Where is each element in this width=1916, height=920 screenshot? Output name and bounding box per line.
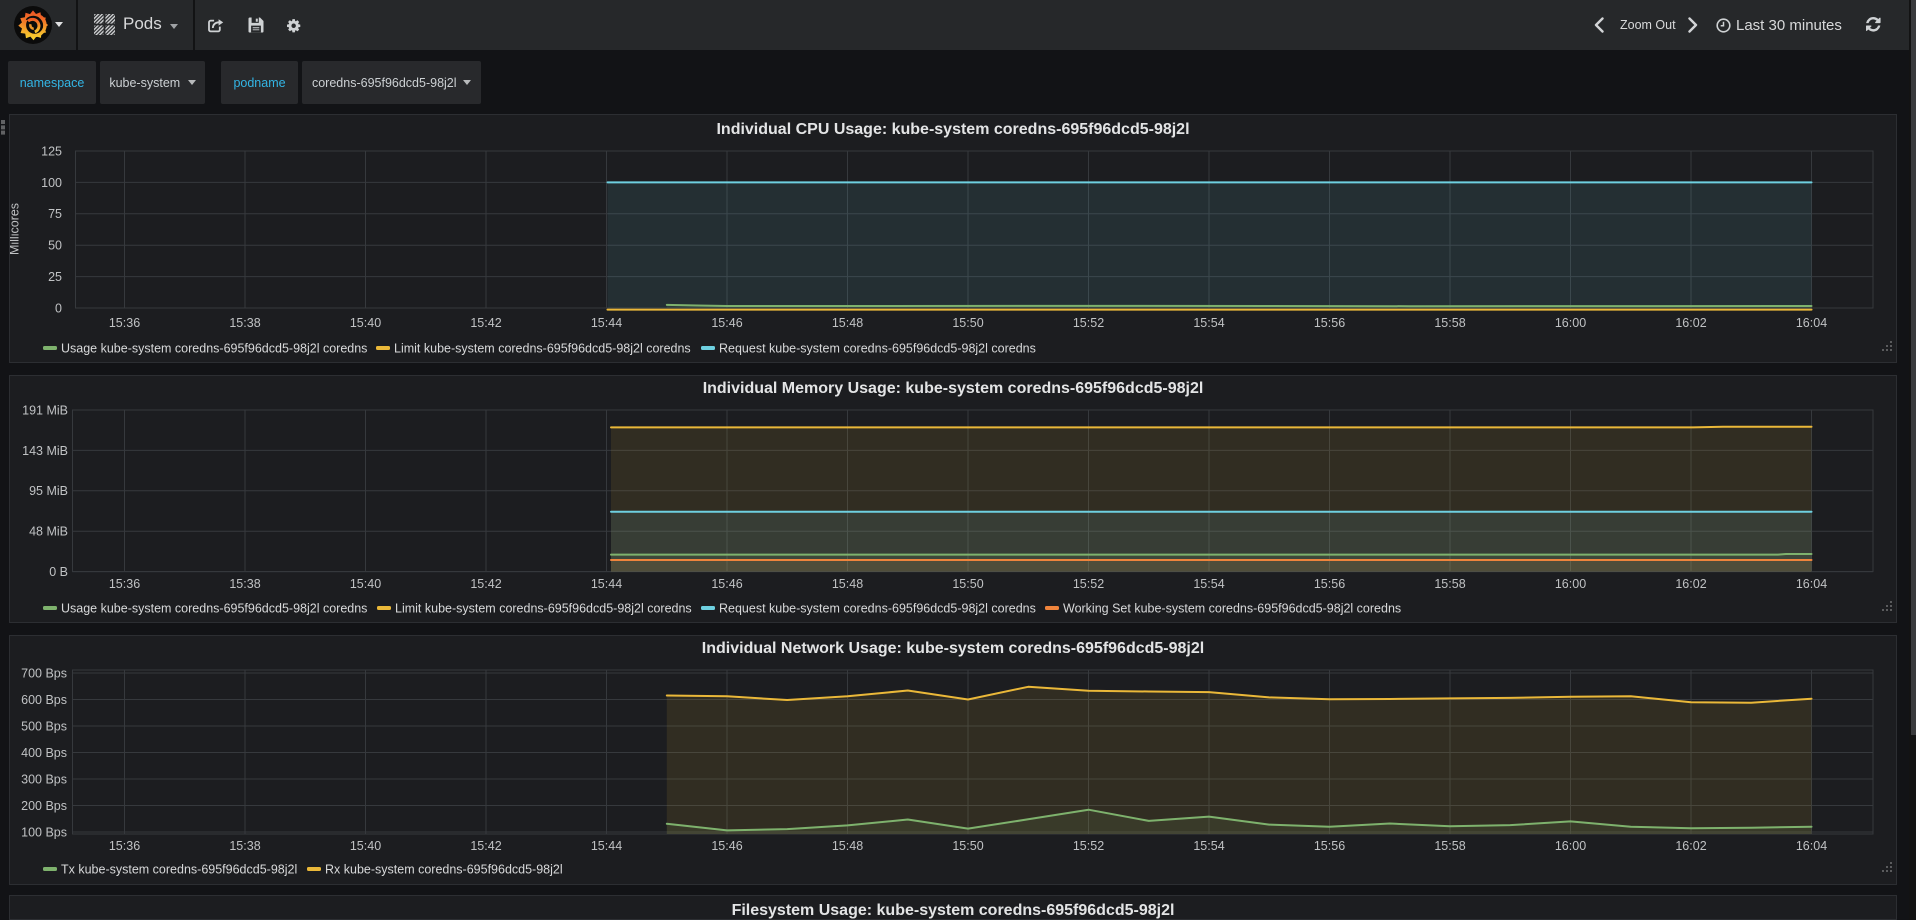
svg-text:15:54: 15:54 <box>1193 839 1224 853</box>
svg-text:15:58: 15:58 <box>1434 316 1465 330</box>
svg-text:143 MiB: 143 MiB <box>22 444 68 458</box>
svg-text:15:54: 15:54 <box>1193 316 1224 330</box>
svg-text:16:04: 16:04 <box>1796 839 1827 853</box>
svg-text:15:48: 15:48 <box>832 316 863 330</box>
svg-text:Limit kube-system coredns-695f: Limit kube-system coredns-695f96dcd5-98j… <box>395 602 692 616</box>
svg-text:500 Bps: 500 Bps <box>21 719 67 733</box>
svg-text:16:04: 16:04 <box>1796 316 1827 330</box>
svg-text:100 Bps: 100 Bps <box>21 825 67 839</box>
svg-text:191 MiB: 191 MiB <box>22 403 68 417</box>
svg-text:0 B: 0 B <box>49 565 68 579</box>
svg-text:15:38: 15:38 <box>229 577 260 591</box>
svg-text:125: 125 <box>41 144 62 158</box>
svg-text:16:00: 16:00 <box>1555 839 1586 853</box>
svg-text:15:48: 15:48 <box>832 839 863 853</box>
svg-text:15:56: 15:56 <box>1314 316 1345 330</box>
svg-text:16:00: 16:00 <box>1555 316 1586 330</box>
svg-text:15:36: 15:36 <box>109 316 140 330</box>
svg-text:15:58: 15:58 <box>1434 839 1465 853</box>
svg-text:15:40: 15:40 <box>350 577 381 591</box>
svg-text:15:42: 15:42 <box>470 577 501 591</box>
svg-text:16:04: 16:04 <box>1796 577 1827 591</box>
svg-text:16:02: 16:02 <box>1675 316 1706 330</box>
svg-text:15:50: 15:50 <box>952 577 983 591</box>
svg-text:Rx kube-system coredns-695f96d: Rx kube-system coredns-695f96dcd5-98j2l <box>325 862 563 876</box>
svg-text:15:46: 15:46 <box>711 577 742 591</box>
svg-text:Usage kube-system coredns-695f: Usage kube-system coredns-695f96dcd5-98j… <box>61 342 367 356</box>
svg-text:16:02: 16:02 <box>1675 577 1706 591</box>
svg-text:95 MiB: 95 MiB <box>29 484 68 498</box>
svg-text:15:54: 15:54 <box>1193 577 1224 591</box>
svg-text:15:38: 15:38 <box>229 316 260 330</box>
svg-text:15:52: 15:52 <box>1073 839 1104 853</box>
svg-text:0: 0 <box>55 301 62 315</box>
svg-text:15:50: 15:50 <box>952 839 983 853</box>
svg-text:Millicores: Millicores <box>10 203 22 255</box>
svg-text:15:44: 15:44 <box>591 839 622 853</box>
svg-text:15:50: 15:50 <box>952 316 983 330</box>
svg-text:15:46: 15:46 <box>711 839 742 853</box>
svg-text:Request kube-system coredns-69: Request kube-system coredns-695f96dcd5-9… <box>719 602 1036 616</box>
svg-text:Working Set kube-system coredn: Working Set kube-system coredns-695f96dc… <box>1063 602 1401 616</box>
svg-text:Request kube-system coredns-69: Request kube-system coredns-695f96dcd5-9… <box>719 342 1036 356</box>
svg-text:100: 100 <box>41 176 62 190</box>
svg-text:Tx kube-system coredns-695f96d: Tx kube-system coredns-695f96dcd5-98j2l <box>61 862 297 876</box>
svg-text:16:02: 16:02 <box>1675 839 1706 853</box>
svg-text:15:56: 15:56 <box>1314 839 1345 853</box>
svg-text:15:58: 15:58 <box>1434 577 1465 591</box>
svg-text:15:52: 15:52 <box>1073 577 1104 591</box>
svg-text:75: 75 <box>48 207 62 221</box>
svg-text:300 Bps: 300 Bps <box>21 772 67 786</box>
svg-text:15:48: 15:48 <box>832 577 863 591</box>
svg-text:15:44: 15:44 <box>591 577 622 591</box>
svg-text:15:36: 15:36 <box>109 839 140 853</box>
svg-text:50: 50 <box>48 239 62 253</box>
svg-text:15:42: 15:42 <box>470 839 501 853</box>
svg-text:15:44: 15:44 <box>591 316 622 330</box>
svg-text:15:42: 15:42 <box>470 316 501 330</box>
svg-text:700 Bps: 700 Bps <box>21 666 67 680</box>
svg-text:16:00: 16:00 <box>1555 577 1586 591</box>
svg-text:200 Bps: 200 Bps <box>21 798 67 812</box>
svg-text:400 Bps: 400 Bps <box>21 745 67 759</box>
svg-text:Limit kube-system coredns-695f: Limit kube-system coredns-695f96dcd5-98j… <box>394 342 691 356</box>
svg-text:15:38: 15:38 <box>229 839 260 853</box>
svg-text:Usage kube-system coredns-695f: Usage kube-system coredns-695f96dcd5-98j… <box>61 602 367 616</box>
svg-text:15:46: 15:46 <box>711 316 742 330</box>
svg-text:15:52: 15:52 <box>1073 316 1104 330</box>
svg-text:15:36: 15:36 <box>109 577 140 591</box>
svg-text:15:56: 15:56 <box>1314 577 1345 591</box>
svg-text:15:40: 15:40 <box>350 839 381 853</box>
svg-text:48 MiB: 48 MiB <box>29 525 68 539</box>
svg-text:600 Bps: 600 Bps <box>21 692 67 706</box>
svg-text:15:40: 15:40 <box>350 316 381 330</box>
svg-text:25: 25 <box>48 270 62 284</box>
